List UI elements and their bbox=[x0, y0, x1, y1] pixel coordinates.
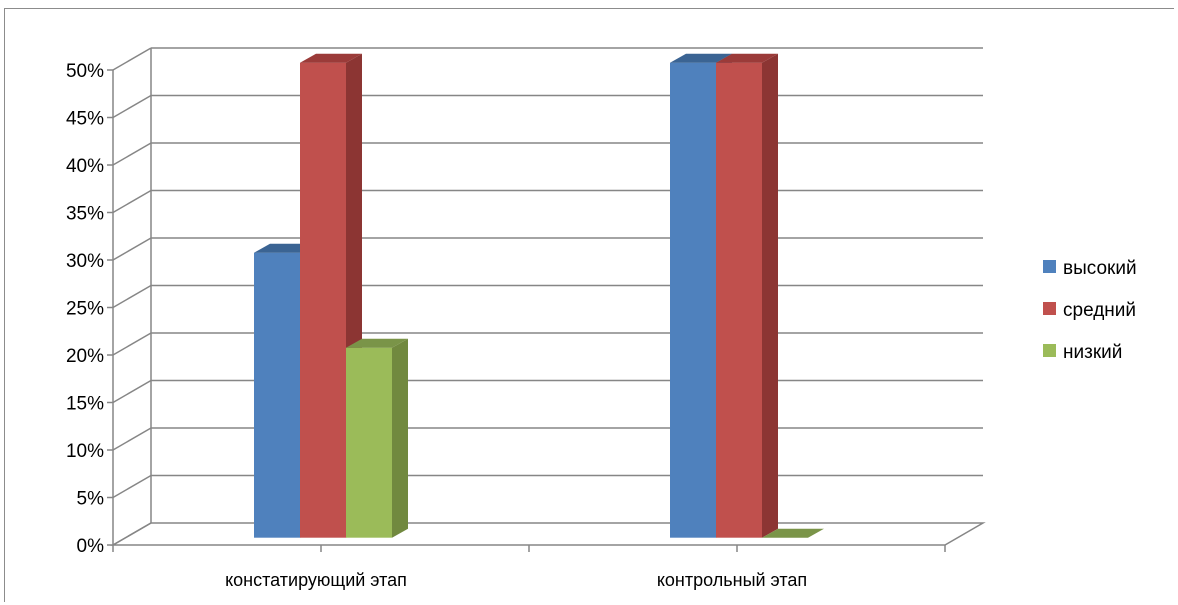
legend-swatch-средний bbox=[1043, 302, 1056, 315]
bar-front bbox=[346, 347, 392, 538]
y-tick-label: 45% bbox=[66, 109, 104, 130]
gridline-depth bbox=[112, 237, 152, 261]
bar-front bbox=[670, 62, 716, 538]
gridline-depth bbox=[112, 427, 152, 451]
y-tick-label: 15% bbox=[66, 394, 104, 415]
y-axis-tick-labels: 0% 5% 10% 15% 20% 25% 30% 35% 40% 45% 50% bbox=[66, 61, 104, 557]
chart-walls bbox=[110, 522, 986, 546]
gridline-depth bbox=[112, 47, 152, 71]
bar-низкий bbox=[346, 338, 408, 538]
y-tick-label: 25% bbox=[66, 299, 104, 320]
legend-label-высокий: высокий bbox=[1063, 258, 1137, 279]
bar-side bbox=[762, 53, 778, 538]
gridline-depth bbox=[112, 332, 152, 356]
chart-floor bbox=[110, 522, 986, 546]
gridline-depth bbox=[112, 474, 152, 499]
y-tick-label: 50% bbox=[66, 61, 104, 82]
bar-front bbox=[716, 62, 762, 538]
gridline-depth bbox=[112, 189, 152, 214]
gridline-depth bbox=[112, 284, 152, 309]
y-tick-label: 40% bbox=[66, 156, 104, 177]
gridline-depth bbox=[112, 94, 152, 119]
x-category-label: контрольный этап bbox=[657, 570, 807, 590]
bar-средний bbox=[716, 53, 778, 538]
x-axis-category-labels: констатирующий этап контрольный этап bbox=[225, 570, 807, 590]
y-tick-label: 0% bbox=[77, 536, 105, 557]
y-tick-label: 35% bbox=[66, 204, 104, 225]
gridlines bbox=[112, 47, 983, 546]
bar-top bbox=[300, 53, 362, 63]
gridline-depth bbox=[112, 522, 152, 546]
gridline-depth bbox=[112, 379, 152, 404]
x-category-label: констатирующий этап bbox=[225, 570, 407, 590]
bar-top bbox=[346, 338, 408, 348]
y-tick-label: 30% bbox=[66, 251, 104, 272]
bar-front bbox=[300, 62, 346, 538]
y-tick-label: 5% bbox=[77, 489, 105, 510]
bar-side bbox=[392, 338, 408, 538]
legend-swatch-низкий bbox=[1043, 344, 1056, 357]
legend: высокий средний низкий bbox=[1043, 258, 1137, 363]
y-tick-label: 10% bbox=[66, 441, 104, 462]
gridline-depth bbox=[112, 142, 152, 166]
y-tick-label: 20% bbox=[66, 346, 104, 367]
legend-swatch-высокий bbox=[1043, 260, 1056, 273]
chart-frame bbox=[4, 8, 1174, 602]
legend-label-низкий: низкий bbox=[1063, 342, 1122, 363]
bar-top bbox=[762, 528, 824, 538]
bar-front bbox=[254, 252, 300, 538]
axes bbox=[107, 48, 946, 552]
bar-низкий bbox=[762, 528, 824, 538]
bar-top bbox=[670, 53, 732, 63]
bar-top bbox=[716, 53, 778, 63]
legend-label-средний: средний bbox=[1063, 300, 1136, 321]
bars bbox=[254, 53, 824, 538]
